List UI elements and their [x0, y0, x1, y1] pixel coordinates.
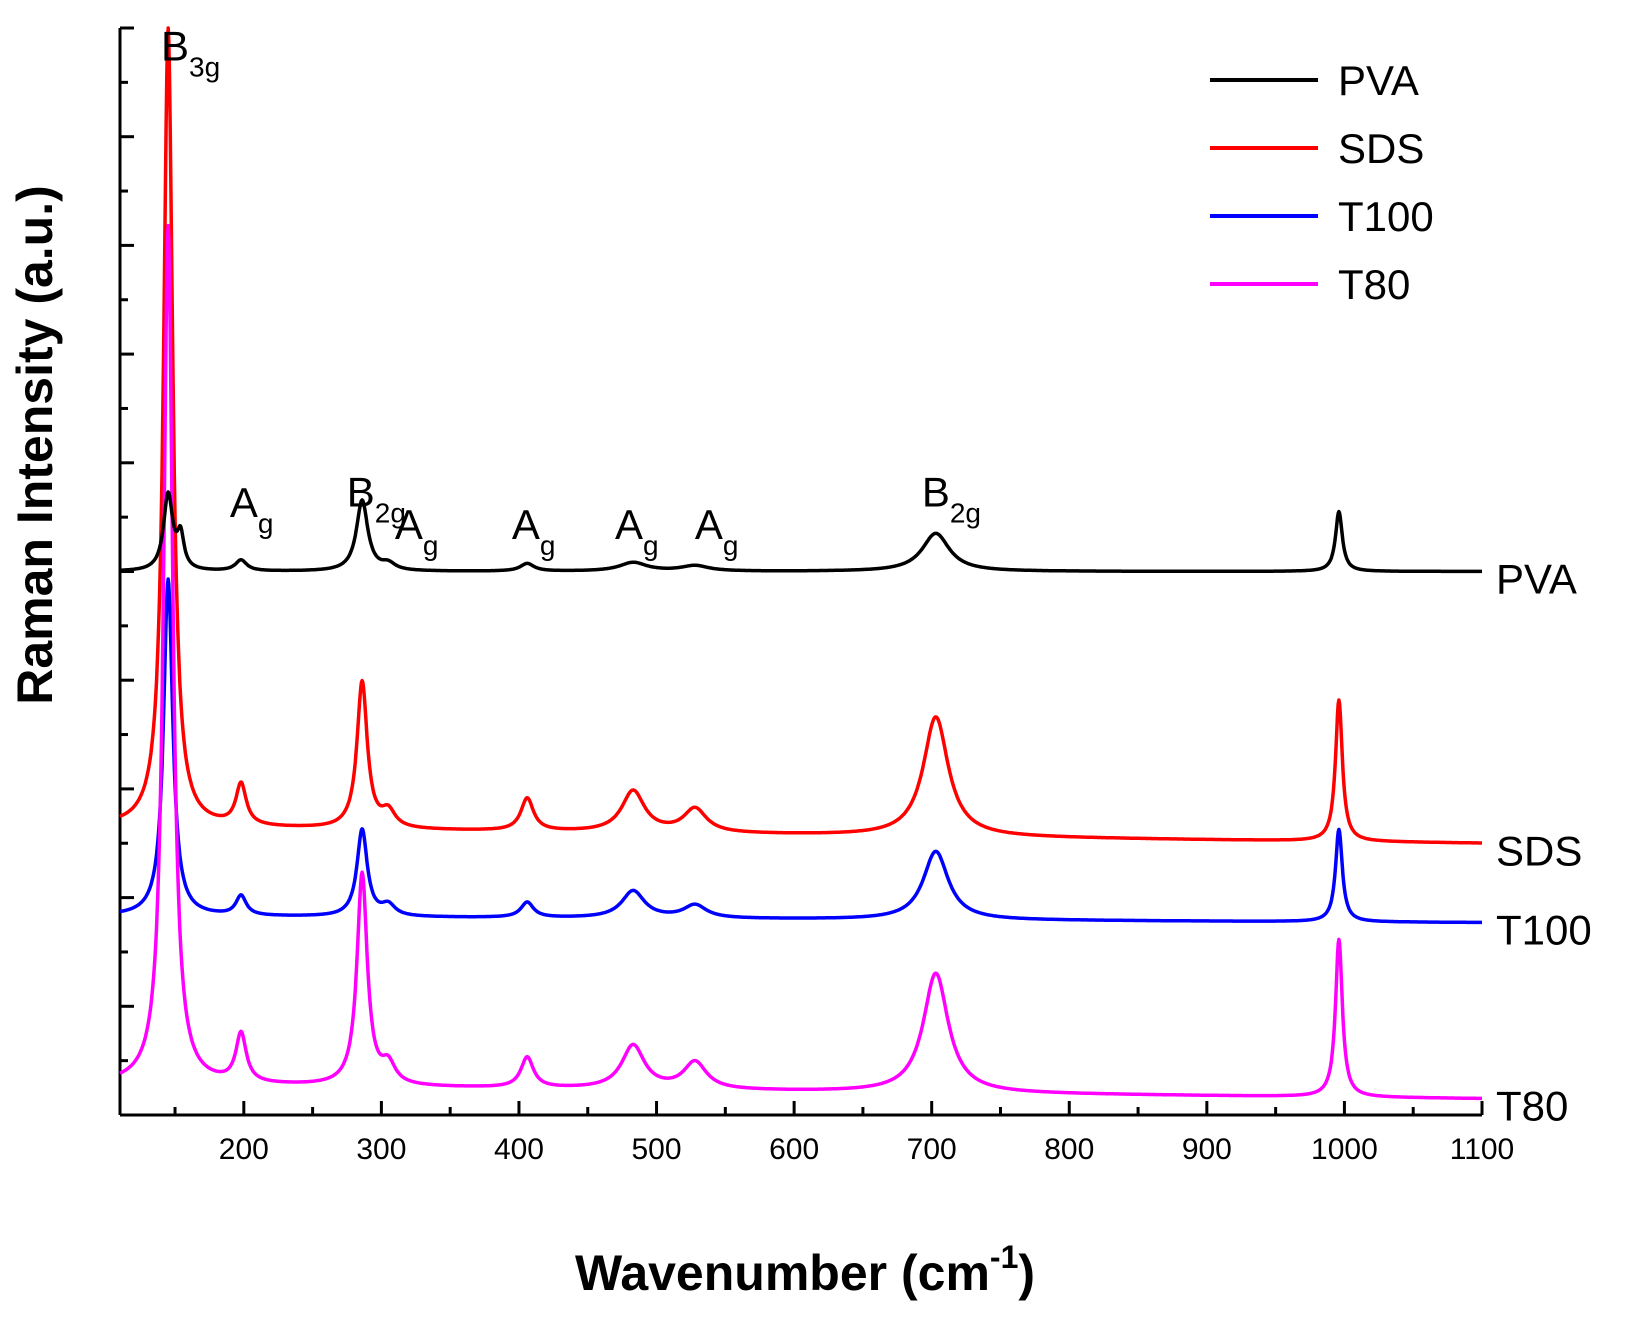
series-line-pva: [118, 490, 1484, 574]
x-tick-label: 200: [219, 1133, 269, 1166]
x-tick-label: 300: [356, 1133, 406, 1166]
peak-annotation-sub: 3g: [189, 52, 220, 83]
x-tick-label: 700: [907, 1133, 957, 1166]
peak-annotation: Ag: [512, 501, 556, 561]
x-tick-label: 1000: [1311, 1133, 1378, 1166]
peak-annotation-sub: 2g: [375, 497, 406, 528]
peak-annotation-main: A: [695, 501, 723, 548]
x-tick-label: 1100: [1450, 1133, 1515, 1166]
peak-annotation-main: A: [512, 501, 540, 548]
series-line-t80: [118, 223, 1484, 1101]
series-line-t100: [118, 577, 1484, 925]
peak-annotation: Ag: [395, 501, 439, 561]
legend-label-t80: T80: [1338, 261, 1410, 308]
x-axis-title-main: Wavenumber (cm: [575, 1245, 990, 1301]
series-layer: [118, 26, 1484, 1101]
legend-label-sds: SDS: [1338, 125, 1424, 172]
legend-label-t100: T100: [1338, 193, 1434, 240]
peak-annotation-main: A: [230, 479, 258, 526]
series-label-pva: PVA: [1496, 556, 1577, 603]
legend-label-pva: PVA: [1338, 57, 1419, 104]
series-label-t80: T80: [1496, 1083, 1568, 1130]
peak-annotation: B2g: [347, 468, 406, 528]
series-line-sds: [118, 26, 1484, 845]
series-label-sds: SDS: [1496, 827, 1582, 874]
peak-annotation: Ag: [615, 501, 659, 561]
series-label-t100: T100: [1496, 907, 1592, 954]
peak-annotation-sub: g: [423, 530, 439, 561]
y-axis-title: Raman Intensity (a.u.): [7, 185, 63, 705]
peak-annotation-main: B: [161, 23, 189, 70]
peak-annotation-sub: g: [258, 508, 274, 539]
peak-annotation: Ag: [230, 479, 274, 539]
axis-ticks: 200 300 400 500 600 700 800 900 1000 1100: [120, 26, 1515, 1166]
x-axis-title-close: ): [1018, 1245, 1035, 1301]
peak-annotation-main: B: [347, 468, 375, 515]
peak-annotation-sub: g: [540, 530, 556, 561]
peak-annotation-main: A: [395, 501, 423, 548]
peak-annotation-sub: g: [643, 530, 659, 561]
peak-annotation: B2g: [922, 468, 981, 528]
peak-annotation-sub: 2g: [950, 497, 981, 528]
peak-annotation: Ag: [695, 501, 739, 561]
peak-annotation-main: A: [615, 501, 643, 548]
peak-annotation-sub: g: [723, 530, 739, 561]
peak-annotation-main: B: [922, 468, 950, 515]
x-tick-label: 800: [1044, 1133, 1094, 1166]
x-axis-title-superscript: -1: [990, 1239, 1018, 1275]
series-labels: PVA SDS T100 T80: [1496, 556, 1592, 1130]
x-axis-title: Wavenumber (cm-1): [575, 1239, 1035, 1301]
x-tick-label: 900: [1182, 1133, 1232, 1166]
x-tick-label: 400: [494, 1133, 544, 1166]
legend: PVA SDS T100 T80: [1210, 57, 1434, 308]
x-tick-label: 600: [769, 1133, 819, 1166]
x-tick-label: 500: [632, 1133, 682, 1166]
peak-annotation: B3g: [161, 23, 220, 83]
